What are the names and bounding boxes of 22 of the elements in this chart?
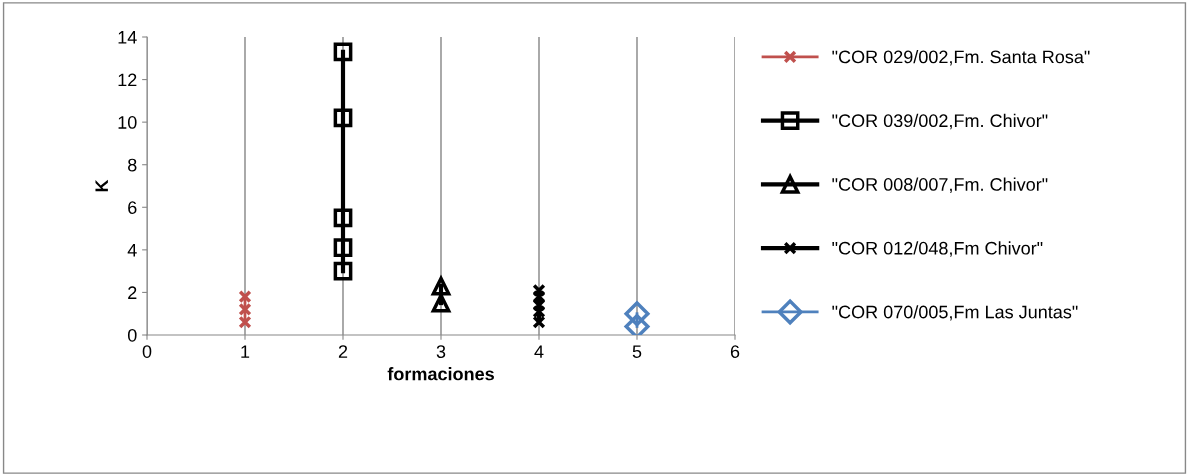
- legend-label: "COR 008/007,Fm. Chivor": [832, 177, 1048, 193]
- x-tick-label: 6: [730, 345, 740, 358]
- y-tick-label: 4: [127, 243, 137, 257]
- x-tick-label: 1: [241, 345, 250, 358]
- y-tick-label: 2: [128, 286, 137, 299]
- y-tick-label: 6: [128, 201, 137, 215]
- y-tick-label: 12: [118, 73, 137, 87]
- x-axis-title: formaciones: [387, 367, 494, 381]
- x-tick-label: 0: [142, 345, 152, 358]
- y-tick-label: 10: [118, 116, 137, 129]
- x-tick-label: 4: [534, 345, 544, 358]
- x-tick-label: 3: [436, 345, 446, 358]
- legend-label: "COR 029/002,Fm. Santa Rosa": [832, 50, 1090, 66]
- x-tick-label: 2: [338, 345, 348, 358]
- y-axis-title: K: [95, 179, 108, 192]
- y-tick-label: 14: [118, 31, 137, 44]
- legend-label: "COR 039/002,Fm. Chivor": [832, 113, 1048, 130]
- x-tick-label: 5: [632, 345, 642, 358]
- legend-label: "COR 012/048,Fm Chivor": [832, 241, 1043, 257]
- y-tick-label: 8: [128, 158, 137, 172]
- legend-label: "COR 070/005,Fm Las Juntas": [832, 305, 1078, 321]
- y-tick-label: 0: [127, 328, 137, 342]
